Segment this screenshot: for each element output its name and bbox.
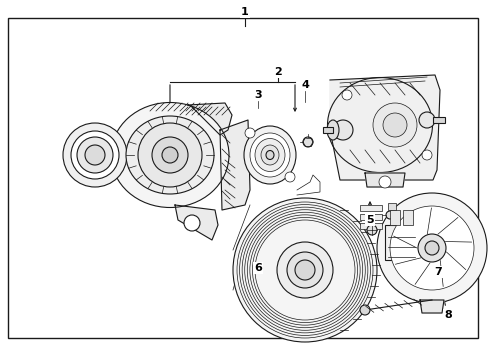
Text: 3: 3 xyxy=(254,90,262,100)
Circle shape xyxy=(342,90,352,100)
Circle shape xyxy=(295,260,315,280)
Circle shape xyxy=(383,113,407,137)
Circle shape xyxy=(152,137,188,173)
Bar xyxy=(403,210,413,225)
Circle shape xyxy=(418,234,446,262)
Bar xyxy=(390,210,400,225)
Circle shape xyxy=(184,215,200,231)
Text: 8: 8 xyxy=(444,310,452,320)
Bar xyxy=(385,225,417,260)
Text: 7: 7 xyxy=(434,267,442,277)
Polygon shape xyxy=(188,103,232,135)
Ellipse shape xyxy=(327,77,433,172)
Circle shape xyxy=(245,128,255,138)
Circle shape xyxy=(377,193,487,303)
Circle shape xyxy=(71,131,119,179)
Text: 5: 5 xyxy=(366,215,374,225)
Circle shape xyxy=(367,225,377,235)
Ellipse shape xyxy=(266,150,274,159)
Ellipse shape xyxy=(250,133,290,177)
Circle shape xyxy=(360,305,370,315)
Circle shape xyxy=(373,103,417,147)
Text: 4: 4 xyxy=(301,80,309,90)
Ellipse shape xyxy=(255,139,285,171)
Circle shape xyxy=(85,145,105,165)
Circle shape xyxy=(419,112,435,128)
Circle shape xyxy=(162,147,178,163)
Circle shape xyxy=(390,206,474,290)
Bar xyxy=(8,18,478,338)
Circle shape xyxy=(303,137,313,147)
Bar xyxy=(388,203,396,210)
Polygon shape xyxy=(220,120,250,210)
Circle shape xyxy=(63,123,127,187)
Polygon shape xyxy=(330,75,440,180)
Text: 6: 6 xyxy=(254,263,262,273)
Bar xyxy=(360,205,382,211)
Bar xyxy=(433,117,445,123)
Ellipse shape xyxy=(327,120,339,140)
Polygon shape xyxy=(365,173,405,187)
Circle shape xyxy=(425,241,439,255)
Circle shape xyxy=(379,176,391,188)
Circle shape xyxy=(77,137,113,173)
Text: 2: 2 xyxy=(274,67,282,77)
Polygon shape xyxy=(420,300,444,313)
Polygon shape xyxy=(175,205,218,240)
Circle shape xyxy=(287,252,323,288)
Ellipse shape xyxy=(126,116,214,194)
Bar xyxy=(360,223,382,229)
Bar xyxy=(323,127,333,133)
Circle shape xyxy=(277,242,333,298)
Circle shape xyxy=(333,120,353,140)
Bar xyxy=(360,214,382,220)
Ellipse shape xyxy=(261,145,279,165)
Circle shape xyxy=(386,211,394,219)
Ellipse shape xyxy=(244,126,296,184)
Circle shape xyxy=(422,150,432,160)
Circle shape xyxy=(233,198,377,342)
Circle shape xyxy=(138,123,202,187)
Ellipse shape xyxy=(111,103,229,207)
Text: 1: 1 xyxy=(241,7,249,17)
Circle shape xyxy=(285,172,295,182)
